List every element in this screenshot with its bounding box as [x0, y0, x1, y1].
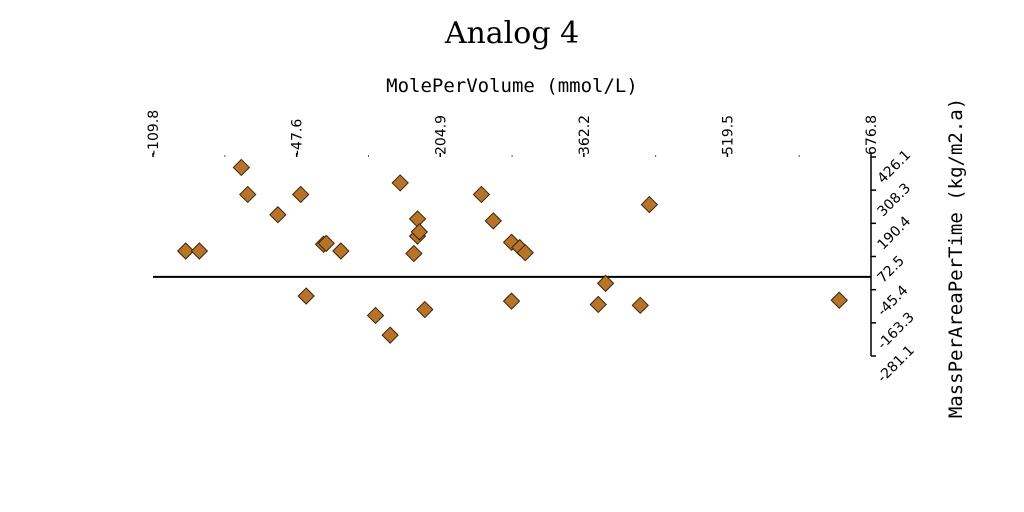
- y-tick-label: 426.1: [875, 147, 915, 187]
- data-point: [239, 185, 257, 204]
- data-point: [297, 287, 315, 305]
- data-point: [484, 212, 502, 230]
- y-tick-label: 72.5: [875, 253, 908, 286]
- data-point: [381, 326, 399, 344]
- data-point: [502, 292, 521, 310]
- x-tick-label: 204.9: [433, 115, 449, 155]
- x-tick-label: -109.8: [146, 110, 162, 155]
- data-point: [640, 195, 659, 214]
- data-point: [291, 185, 310, 204]
- data-point: [269, 206, 287, 224]
- x-tick-label: 362.2: [577, 115, 593, 155]
- axes: -109.8 -47.6 204.9 362.2 519.5 676.8426.1308.…: [146, 110, 918, 386]
- data-point: [410, 223, 429, 241]
- data-point: [631, 296, 649, 315]
- x-tick-label: -47.6: [290, 119, 306, 155]
- data-point: [405, 244, 423, 263]
- data-point: [596, 274, 615, 293]
- data-point: [408, 210, 427, 228]
- data-point: [176, 242, 195, 260]
- data-point: [516, 243, 534, 262]
- data-points: [176, 158, 848, 344]
- data-point: [232, 158, 251, 177]
- y-tick-label: 308.3: [875, 180, 915, 220]
- data-point: [317, 234, 335, 253]
- y-tick-label: 190.4: [875, 213, 915, 253]
- data-point: [589, 295, 607, 314]
- x-tick-label: 519.5: [720, 115, 736, 155]
- data-point: [190, 242, 209, 260]
- data-point: [830, 291, 848, 309]
- x-axis-label: MolePerVolume (mmol/L): [386, 75, 638, 97]
- y-axis-label: MassPerAreaPerTime (kg/m2.a): [945, 98, 967, 418]
- data-point: [332, 242, 350, 260]
- x-tick-label: 676.8: [864, 115, 880, 155]
- data-point: [472, 185, 491, 204]
- data-point: [366, 306, 385, 325]
- chart-title: Analog 4: [444, 16, 579, 51]
- data-point: [416, 300, 434, 319]
- data-point: [391, 174, 409, 192]
